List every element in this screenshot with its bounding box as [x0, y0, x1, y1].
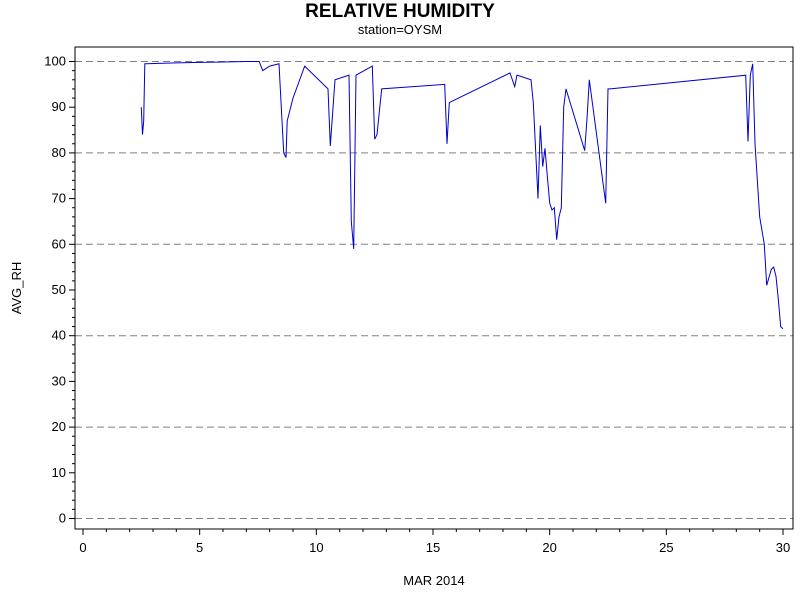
y-tick-label: 20 [52, 419, 66, 434]
y-tick-label: 30 [52, 373, 66, 388]
x-axis-label: MAR 2014 [403, 573, 464, 588]
chart-subtitle: station=OYSM [357, 22, 443, 37]
grid-lines [75, 61, 793, 519]
x-tick-label: 10 [309, 540, 323, 555]
y-tick-label: 0 [59, 511, 66, 526]
chart-title: RELATIVE HUMIDITY [305, 1, 495, 22]
x-axis: 0 5 10 15 20 25 30 [79, 529, 790, 555]
y-tick-label: 10 [52, 465, 66, 480]
x-tick-label: 25 [659, 540, 673, 555]
y-tick-label: 60 [52, 236, 66, 251]
y-tick-label: 40 [52, 328, 66, 343]
x-tick-label: 0 [79, 540, 86, 555]
series-line-avg-rh [140, 61, 784, 330]
x-tick-label: 20 [542, 540, 556, 555]
y-tick-label: 90 [52, 99, 66, 114]
y-tick-label: 70 [52, 191, 66, 206]
y-axis: 0 10 20 30 40 50 60 70 80 90 100 [44, 54, 75, 526]
y-tick-label: 100 [44, 54, 66, 69]
y-axis-label: AVG_RH [9, 262, 24, 315]
y-tick-label: 80 [52, 145, 66, 160]
plot-frame [74, 46, 794, 530]
x-tick-label: 30 [776, 540, 790, 555]
y-tick-label: 50 [52, 282, 66, 297]
x-tick-label: 15 [426, 540, 440, 555]
x-tick-label: 5 [196, 540, 203, 555]
